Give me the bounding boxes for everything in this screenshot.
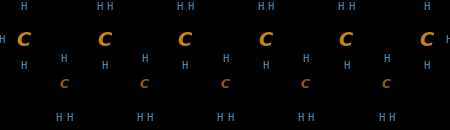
Text: H: H (20, 2, 27, 11)
Text: H: H (348, 2, 354, 11)
Text: H: H (101, 61, 107, 71)
Text: C: C (97, 31, 111, 50)
Text: H: H (106, 2, 112, 11)
Text: H: H (222, 54, 228, 64)
Text: H: H (227, 113, 233, 123)
Text: C: C (301, 78, 310, 91)
Text: H: H (141, 54, 148, 64)
Text: H: H (383, 54, 389, 64)
Text: H: H (445, 35, 450, 45)
Text: H: H (66, 113, 72, 123)
Text: H: H (343, 61, 349, 71)
Text: H: H (136, 113, 142, 123)
Text: H: H (423, 61, 430, 71)
Text: H: H (96, 2, 102, 11)
Text: H: H (378, 113, 384, 123)
Text: C: C (220, 78, 230, 91)
Text: H: H (182, 61, 188, 71)
Text: H: H (262, 61, 268, 71)
Text: H: H (388, 113, 395, 123)
Text: H: H (147, 113, 153, 123)
Text: H: H (20, 61, 27, 71)
Text: H: H (257, 2, 263, 11)
Text: C: C (258, 31, 272, 50)
Text: H: H (423, 2, 430, 11)
Text: C: C (16, 31, 31, 50)
Text: H: H (217, 113, 223, 123)
Text: H: H (302, 54, 309, 64)
Text: H: H (0, 35, 5, 45)
Text: C: C (419, 31, 434, 50)
Text: H: H (267, 2, 274, 11)
Text: H: H (176, 2, 183, 11)
Text: H: H (55, 113, 62, 123)
Text: C: C (59, 78, 68, 91)
Text: C: C (178, 31, 192, 50)
Text: H: H (308, 113, 314, 123)
Text: H: H (297, 113, 303, 123)
Text: C: C (382, 78, 391, 91)
Text: C: C (339, 31, 353, 50)
Text: H: H (338, 2, 344, 11)
Text: H: H (61, 54, 67, 64)
Text: H: H (187, 2, 193, 11)
Text: C: C (140, 78, 149, 91)
